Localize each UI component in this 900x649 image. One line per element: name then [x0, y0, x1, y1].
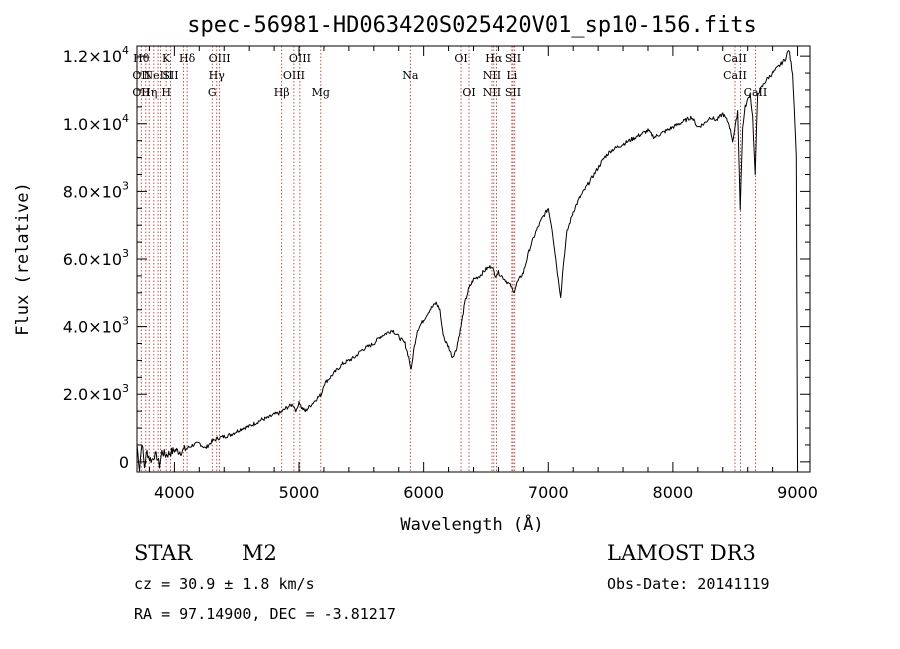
line-label: SII [505, 52, 521, 65]
line-label: Hθ [133, 52, 150, 65]
y-tick-mantissa: 2.0×10 [63, 385, 122, 404]
info-panel: STAR M2 LAMOST DR3 cz = 30.9 ± 1.8 km/s … [134, 541, 770, 623]
line-label: SII [162, 69, 178, 82]
y-tick-exponent: 3 [122, 315, 129, 328]
x-tick-label: 8000 [653, 483, 694, 502]
y-tick-label: 2.0×103 [63, 382, 129, 404]
y-tick-label: 0 [119, 453, 129, 472]
ra-dec-coordinates: RA = 97.14900, DEC = -3.81217 [134, 605, 396, 623]
line-label: NeIII [143, 69, 172, 82]
y-tick-exponent: 4 [122, 44, 129, 57]
line-label: Hγ [209, 69, 226, 82]
plot-frame [136, 45, 811, 473]
x-tick-label: 4000 [154, 483, 195, 502]
y-tick-mantissa: 0 [119, 453, 129, 472]
line-label: K [162, 52, 171, 65]
line-label: Na [402, 69, 419, 82]
line-label: OI [462, 86, 475, 99]
line-label: NII [483, 86, 501, 99]
chart-title: spec-56981-HD063420S025420V01_sp10-156.f… [187, 13, 757, 38]
y-tick-exponent: 4 [122, 112, 129, 125]
y-tick-mantissa: 8.0×10 [63, 182, 122, 201]
y-tick-label: 1.0×104 [63, 112, 129, 134]
x-tick-label: 9000 [777, 483, 818, 502]
line-label: OIII [209, 52, 231, 65]
y-tick-exponent: 3 [122, 382, 129, 395]
survey-name: LAMOST DR3 [607, 541, 756, 565]
y-axis-label: Flux (relative) [13, 182, 33, 336]
x-tick-label: 5000 [279, 483, 320, 502]
line-label: OIII [283, 69, 305, 82]
y-tick-label: 6.0×103 [63, 247, 129, 269]
line-label: Hα [485, 52, 503, 65]
line-label: CaII [744, 86, 768, 99]
spectral-line-labels: HθOIIOIIHηNeIIIKHSIIHδGHγOIIIHβOIIIOIIIM… [132, 52, 767, 99]
line-label: Li [506, 69, 517, 82]
y-axis-ticks: 02.0×1034.0×1036.0×1038.0×1031.0×1041.2×… [63, 44, 810, 472]
x-axis-label: Wavelength (Å) [400, 513, 543, 535]
line-label: G [208, 86, 217, 99]
observation-date: Obs-Date: 20141119 [607, 575, 770, 593]
line-label: Hδ [179, 52, 196, 65]
line-label: Hη [141, 86, 157, 99]
y-tick-mantissa: 4.0×10 [63, 318, 122, 337]
flux-series-line [136, 50, 798, 472]
line-label: CaII [723, 52, 747, 65]
y-tick-label: 4.0×103 [63, 315, 129, 337]
line-label: OI [454, 52, 467, 65]
object-class: STAR [134, 541, 193, 565]
redshift-cz: cz = 30.9 ± 1.8 km/s [134, 575, 315, 593]
y-tick-label: 8.0×103 [63, 179, 129, 201]
line-label: OIII [289, 52, 311, 65]
line-label: Mg [312, 86, 330, 99]
line-label: H [161, 86, 171, 99]
x-tick-label: 6000 [403, 483, 444, 502]
line-label: CaII [723, 69, 747, 82]
line-label: SII [505, 86, 521, 99]
y-tick-label: 1.2×104 [63, 44, 129, 66]
spectral-line-markers [140, 46, 756, 472]
y-tick-exponent: 3 [122, 179, 129, 192]
line-label: Hβ [274, 86, 290, 99]
object-subclass: M2 [242, 541, 277, 565]
y-tick-mantissa: 1.2×10 [63, 47, 122, 66]
x-axis-ticks: 4000 5000 6000 7000 8000 9000 [148, 46, 818, 502]
y-tick-mantissa: 6.0×10 [63, 250, 122, 269]
y-tick-mantissa: 1.0×10 [63, 115, 122, 134]
x-tick-label: 7000 [528, 483, 569, 502]
line-label: NII [483, 69, 501, 82]
y-tick-exponent: 3 [122, 247, 129, 260]
